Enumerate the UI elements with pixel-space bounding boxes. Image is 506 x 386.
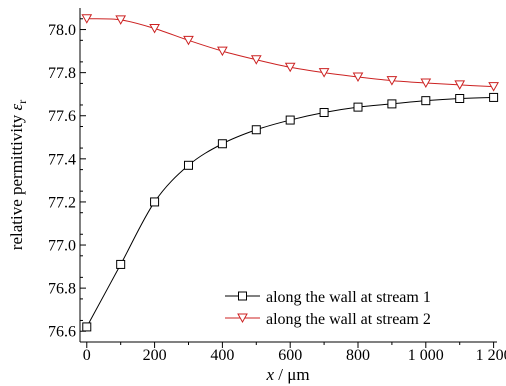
series-2-line [86, 18, 494, 88]
data-point [82, 322, 92, 332]
data-point [115, 15, 127, 25]
data-point [285, 115, 295, 125]
data-point [386, 76, 398, 86]
data-point [251, 125, 261, 135]
data-point [150, 197, 160, 207]
y-tick-label: 78.0 [48, 22, 76, 39]
y-ticks: 76.6 76.8 77.0 77.2 77.4 77.6 77.8 78.0 [48, 18, 86, 343]
data-point [454, 80, 466, 90]
y-tick-label: 77.0 [48, 238, 76, 255]
y-tick-label: 77.2 [48, 194, 76, 211]
x-tick-label: 200 [143, 347, 167, 364]
y-tick-label: 77.4 [48, 151, 76, 168]
data-point [353, 102, 363, 112]
data-point [149, 23, 160, 34]
data-point [217, 46, 228, 57]
y-tick-label: 76.8 [48, 281, 76, 298]
data-point [284, 62, 296, 73]
x-axis-title-variable: x [265, 365, 274, 384]
y-tick-label: 77.8 [48, 65, 76, 82]
legend-label-2: along the wall at stream 2 [266, 311, 431, 328]
data-point [81, 14, 93, 24]
x-axis-title: x / μm [265, 365, 309, 384]
legend-marker-2 [237, 313, 248, 324]
data-point [420, 78, 432, 89]
data-point [319, 108, 329, 118]
data-point [488, 82, 499, 92]
data-point [116, 259, 126, 269]
x-tick-label: 1 000 [408, 347, 444, 364]
x-ticks: 0 200 400 600 800 1 000 1 200 [83, 342, 506, 364]
legend-label-1: along the wall at stream 1 [266, 289, 431, 306]
data-point [489, 92, 499, 102]
data-point [183, 160, 193, 170]
axes [79, 8, 497, 343]
x-tick-label: 1 200 [476, 347, 506, 364]
x-tick-label: 400 [210, 347, 234, 364]
y-axis-title-subscript: r [15, 100, 29, 104]
x-tick-label: 600 [278, 347, 302, 364]
x-axis-title-unit: / μm [274, 365, 310, 384]
series-1 [82, 92, 499, 332]
series-group [81, 14, 499, 332]
data-point [318, 68, 330, 78]
data-point [387, 99, 397, 109]
x-tick-label: 0 [83, 347, 91, 364]
y-tick-label: 77.6 [48, 108, 76, 125]
y-tick-label: 76.6 [48, 324, 76, 341]
legend: along the wall at stream 1 along the wal… [225, 289, 431, 328]
legend-entry-1: along the wall at stream 1 [225, 289, 431, 306]
data-point [455, 94, 465, 104]
y-axis-title-text: relative permittivity [7, 110, 26, 250]
legend-marker-1 [238, 291, 247, 301]
series-2 [81, 14, 499, 92]
data-point [217, 139, 227, 149]
data-point [352, 72, 364, 82]
y-axis-title-symbol: ε [7, 103, 26, 110]
data-point [183, 35, 194, 46]
x-tick-label: 800 [346, 347, 370, 364]
data-point [250, 55, 262, 65]
legend-entry-2: along the wall at stream 2 [225, 311, 431, 328]
data-point [421, 96, 431, 106]
y-axis-title: relative permittivity εr [7, 100, 29, 250]
